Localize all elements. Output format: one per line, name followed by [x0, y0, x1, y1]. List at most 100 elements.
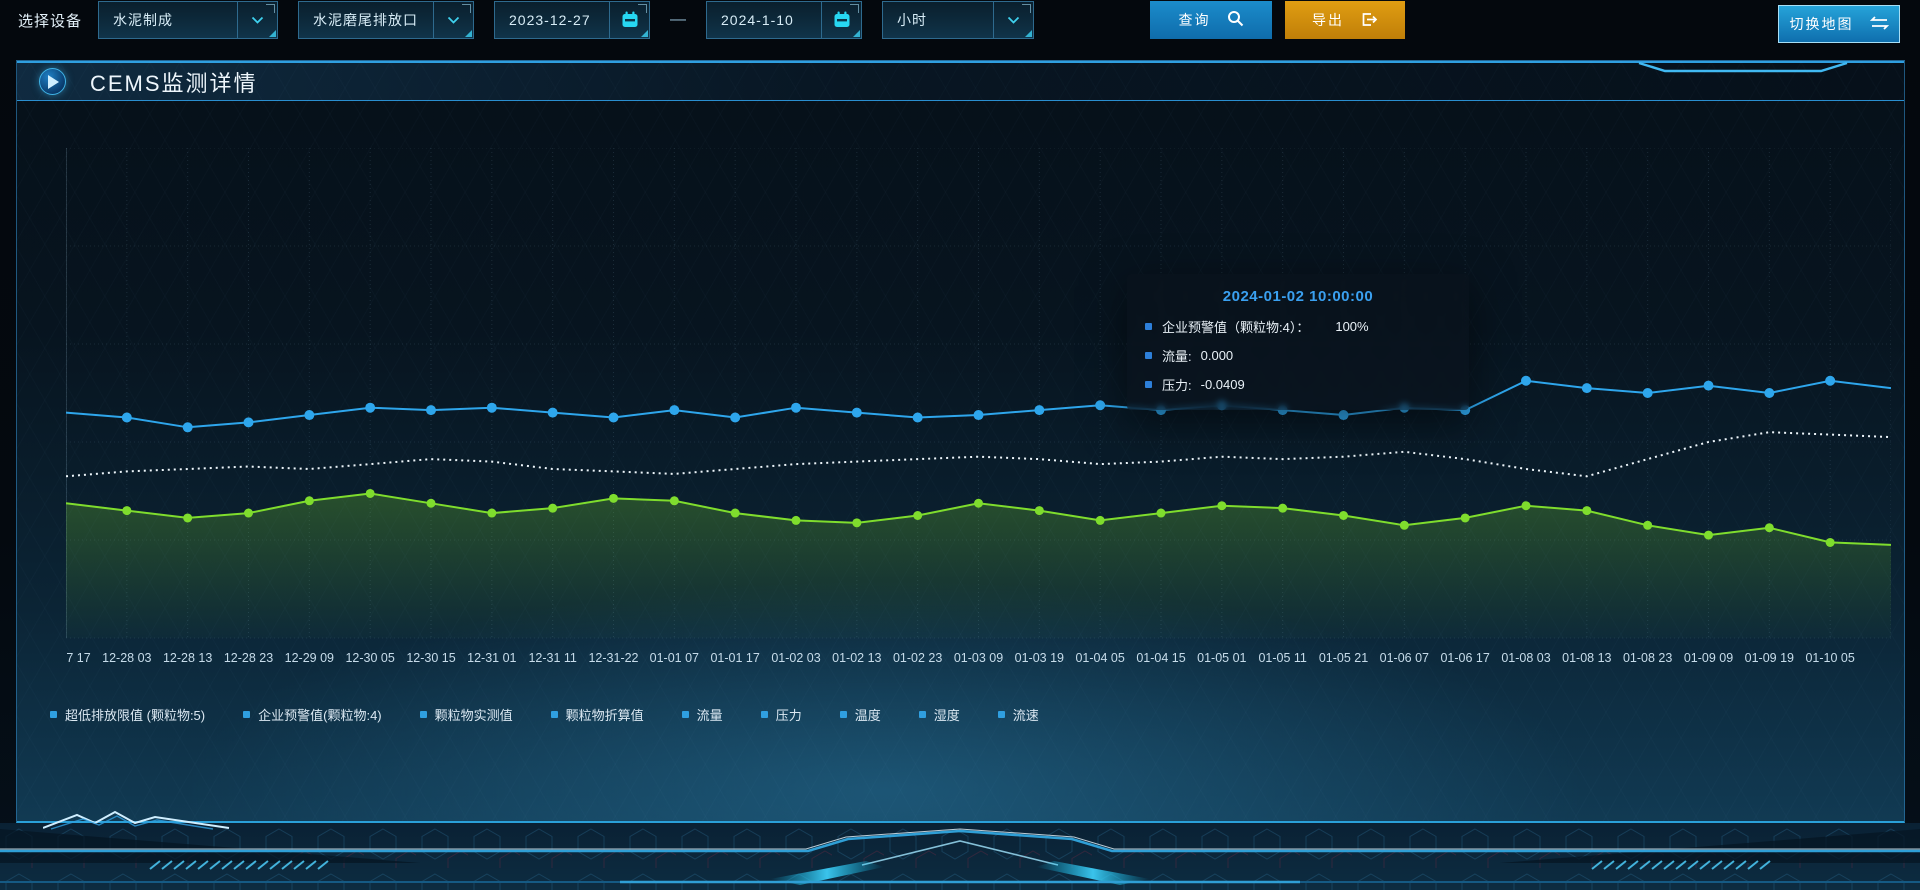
svg-text:01-06 17: 01-06 17	[1440, 651, 1489, 665]
svg-text:01-03 19: 01-03 19	[1015, 651, 1064, 665]
legend-item[interactable]: 企业预警值(颗粒物:4)	[243, 705, 382, 724]
legend-item-label: 超低排放限值 (颗粒物:5)	[65, 708, 206, 723]
legend-item-label: 企业预警值(颗粒物:4)	[258, 708, 382, 723]
export-button[interactable]: 导出	[1285, 1, 1406, 39]
svg-text:12-28 23: 12-28 23	[224, 651, 273, 665]
tooltip-item: 企业预警值（颗粒物:4）： 100%	[1145, 317, 1451, 336]
tooltip-item-value: 100%	[1335, 319, 1369, 334]
toolbar: 选择设备 水泥制成 水泥磨尾排放口 2023-12-27	[0, 0, 1920, 43]
legend-marker-icon	[839, 711, 847, 718]
legend-marker-icon	[918, 711, 926, 718]
tooltip-marker-icon	[1145, 352, 1152, 359]
svg-text:12-28 13: 12-28 13	[163, 651, 212, 665]
svg-text:01-01 07: 01-01 07	[650, 651, 699, 665]
calendar-icon[interactable]	[821, 2, 861, 38]
svg-text:01-05 11: 01-05 11	[1258, 651, 1306, 665]
legend-item-label: 颗粒物折算值	[565, 708, 644, 723]
start-date-input[interactable]: 2023-12-27	[494, 1, 651, 39]
svg-text:01-09 19: 01-09 19	[1745, 651, 1794, 665]
legend-marker-icon	[760, 711, 768, 718]
legend-item-label: 流量	[696, 708, 723, 723]
export-icon	[1360, 10, 1378, 31]
chart-legend: 超低排放限值 (颗粒物:5) 企业预警值(颗粒物:4) 颗粒物实测值 颗粒物折算值 流量…	[50, 705, 1891, 724]
legend-marker-icon	[50, 711, 57, 718]
svg-text:01-09 09: 01-09 09	[1684, 651, 1733, 665]
outlet-select[interactable]: 水泥磨尾排放口	[298, 1, 475, 39]
chevron-down-icon[interactable]	[237, 2, 277, 38]
svg-text:01-01 17: 01-01 17	[710, 651, 759, 665]
svg-text:01-03 09: 01-03 09	[954, 651, 1003, 665]
interval-select[interactable]: 小时	[882, 1, 1035, 39]
switch-map-label: 切换地图	[1789, 16, 1854, 32]
tooltip-item: 流量: 0.000	[1145, 346, 1451, 365]
svg-text:01-10 05: 01-10 05	[1805, 651, 1854, 665]
tooltip-timestamp: 2024-01-02 10:00:00	[1222, 288, 1374, 305]
play-icon[interactable]	[39, 68, 66, 95]
query-button[interactable]: 查询	[1150, 1, 1273, 39]
legend-item[interactable]: 颗粒物实测值	[419, 705, 513, 724]
legend-marker-icon	[419, 711, 427, 718]
end-date-value: 2024-1-10	[721, 12, 794, 28]
tooltip-marker-icon	[1145, 381, 1152, 388]
svg-text:01-05 21: 01-05 21	[1319, 651, 1368, 665]
svg-text:01-02 13: 01-02 13	[832, 651, 881, 665]
date-range-separator: —	[670, 11, 687, 28]
legend-item-label: 压力	[775, 708, 802, 723]
device-select-value: 水泥制成	[113, 12, 174, 28]
panel-title: CEMS监测详情	[90, 70, 258, 96]
svg-text:01-08 13: 01-08 13	[1562, 651, 1611, 665]
svg-text:01-08 23: 01-08 23	[1623, 651, 1672, 665]
svg-text:12-28 03: 12-28 03	[102, 651, 151, 665]
end-date-input[interactable]: 2024-1-10	[706, 1, 863, 39]
device-select[interactable]: 水泥制成	[98, 1, 279, 39]
svg-text:01-06 07: 01-06 07	[1380, 651, 1429, 665]
calendar-icon[interactable]	[609, 2, 649, 38]
tooltip-item-value: -0.0409	[1200, 377, 1245, 392]
chevron-down-icon[interactable]	[433, 2, 473, 38]
search-icon	[1227, 10, 1244, 30]
tooltip-marker-icon	[1145, 323, 1152, 330]
legend-item-label: 温度	[854, 708, 881, 723]
legend-item[interactable]: 温度	[839, 705, 881, 724]
legend-marker-icon	[997, 711, 1005, 718]
svg-text:01-02 23: 01-02 23	[893, 651, 942, 665]
device-select-label: 选择设备	[18, 12, 83, 30]
legend-marker-icon	[550, 711, 558, 718]
header-zigzag-accent	[43, 810, 230, 830]
legend-item[interactable]: 颗粒物折算值	[550, 705, 644, 724]
svg-text:12-31-22: 12-31-22	[588, 651, 638, 665]
bottom-tech-decoration	[0, 823, 1920, 890]
interval-select-value: 小时	[897, 12, 928, 28]
legend-item-label: 湿度	[933, 708, 960, 723]
tooltip-item-label: 压力:	[1162, 378, 1192, 393]
swap-icon	[1869, 15, 1889, 33]
chart-tooltip: 2024-01-02 10:00:00 企业预警值（颗粒物:4）： 100% 流量:…	[1127, 274, 1469, 410]
svg-text:01-08 03: 01-08 03	[1501, 651, 1550, 665]
svg-text:12-29 09: 12-29 09	[285, 651, 334, 665]
svg-text:12-30 15: 12-30 15	[406, 651, 455, 665]
tooltip-item-label: 企业预警值（颗粒物:4）：	[1162, 320, 1310, 335]
tooltip-items: 企业预警值（颗粒物:4）： 100% 流量: 0.000 压力: -0.0409	[1145, 317, 1451, 394]
legend-marker-icon	[243, 711, 251, 718]
header-notch-accent	[1638, 61, 1848, 73]
svg-text:01-04 05: 01-04 05	[1075, 651, 1124, 665]
switch-map-button[interactable]: 切换地图	[1778, 5, 1900, 43]
query-button-label: 查询	[1178, 12, 1211, 28]
svg-text:12-30 05: 12-30 05	[345, 651, 394, 665]
svg-text:01-02 03: 01-02 03	[771, 651, 820, 665]
legend-item[interactable]: 流量	[681, 705, 723, 724]
legend-item[interactable]: 流速	[997, 705, 1039, 724]
svg-text:01-05 01: 01-05 01	[1197, 651, 1246, 665]
legend-item[interactable]: 超低排放限值 (颗粒物:5)	[50, 705, 205, 724]
tooltip-item-label: 流量:	[1162, 349, 1192, 364]
svg-text:12-27 17: 12-27 17	[66, 651, 91, 665]
svg-text:12-31 01: 12-31 01	[467, 651, 516, 665]
legend-item[interactable]: 湿度	[918, 705, 960, 724]
legend-item[interactable]: 压力	[760, 705, 802, 724]
legend-marker-icon	[681, 711, 689, 718]
panel-header: CEMS监测详情	[17, 61, 1904, 101]
chevron-down-icon[interactable]	[993, 2, 1033, 38]
line-chart[interactable]: 12-27 17 12-28 03 12-28 13 12-28 23 12-29 09…	[41, 147, 1892, 670]
export-button-label: 导出	[1312, 12, 1345, 28]
